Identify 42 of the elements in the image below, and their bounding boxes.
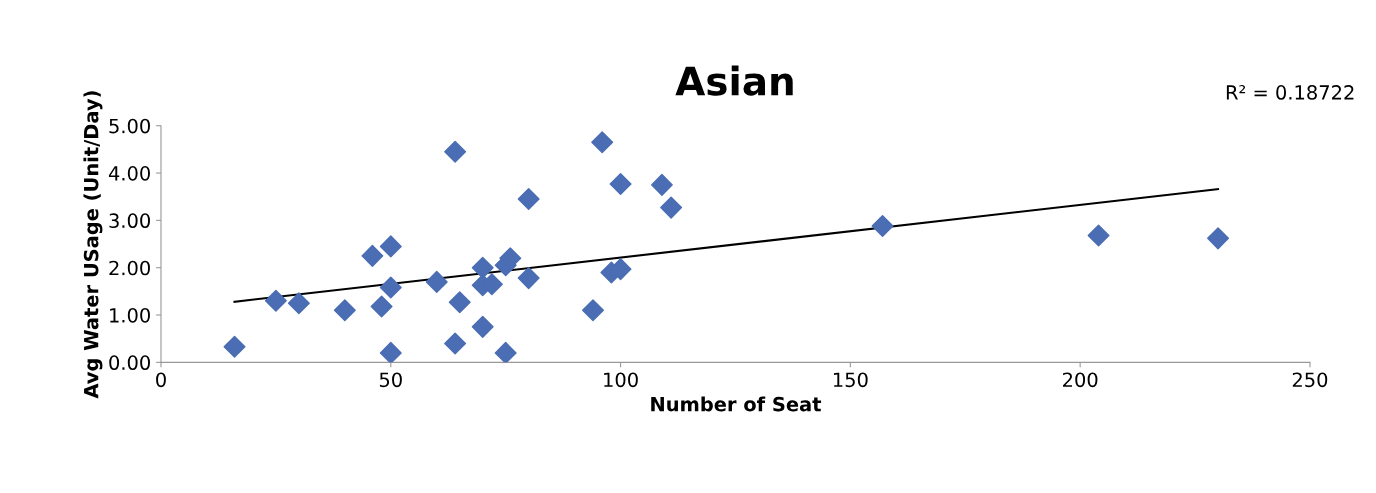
point — [448, 291, 471, 314]
point — [871, 215, 894, 238]
point — [609, 172, 632, 195]
point — [517, 267, 540, 290]
x-tick-label: 250 — [1292, 372, 1328, 388]
x-axis-title: Number of Seat — [651, 396, 822, 412]
point — [370, 295, 393, 318]
point — [287, 292, 310, 315]
point — [379, 235, 402, 258]
point — [1087, 224, 1110, 247]
point — [582, 299, 604, 322]
x-tick-label: 100 — [604, 372, 638, 388]
x-tick-label: 50 — [379, 372, 402, 388]
point — [264, 289, 287, 312]
point — [650, 173, 673, 196]
y-tick-label: 0.00 — [109, 355, 150, 371]
y-axis-title: Avg Water USage (Unit/Day) — [83, 91, 103, 399]
y-tick-label: 5.00 — [109, 118, 150, 134]
x-tick-label: 150 — [833, 372, 868, 388]
point — [379, 341, 402, 363]
x-tick-label: 0 — [156, 372, 166, 388]
text: R² = 0.18722 — [1226, 85, 1354, 100]
point — [591, 131, 614, 154]
chart-title: Asian — [675, 65, 793, 96]
point — [361, 244, 384, 267]
point — [379, 276, 402, 299]
x-tick-label: 200 — [1063, 372, 1098, 388]
point — [471, 256, 494, 279]
point — [471, 315, 494, 338]
point — [1207, 227, 1230, 250]
point — [425, 270, 448, 293]
y-tick-label: 4.00 — [108, 166, 150, 181]
point — [444, 332, 467, 355]
y-tick-label: 2.00 — [109, 260, 150, 276]
point — [333, 299, 356, 322]
y-tick-label: 1.00 — [110, 307, 150, 323]
point — [517, 188, 540, 211]
point — [223, 335, 246, 358]
point — [494, 341, 517, 363]
point — [444, 140, 467, 163]
point — [660, 196, 683, 219]
y-tick-label: 3.00 — [109, 213, 150, 229]
